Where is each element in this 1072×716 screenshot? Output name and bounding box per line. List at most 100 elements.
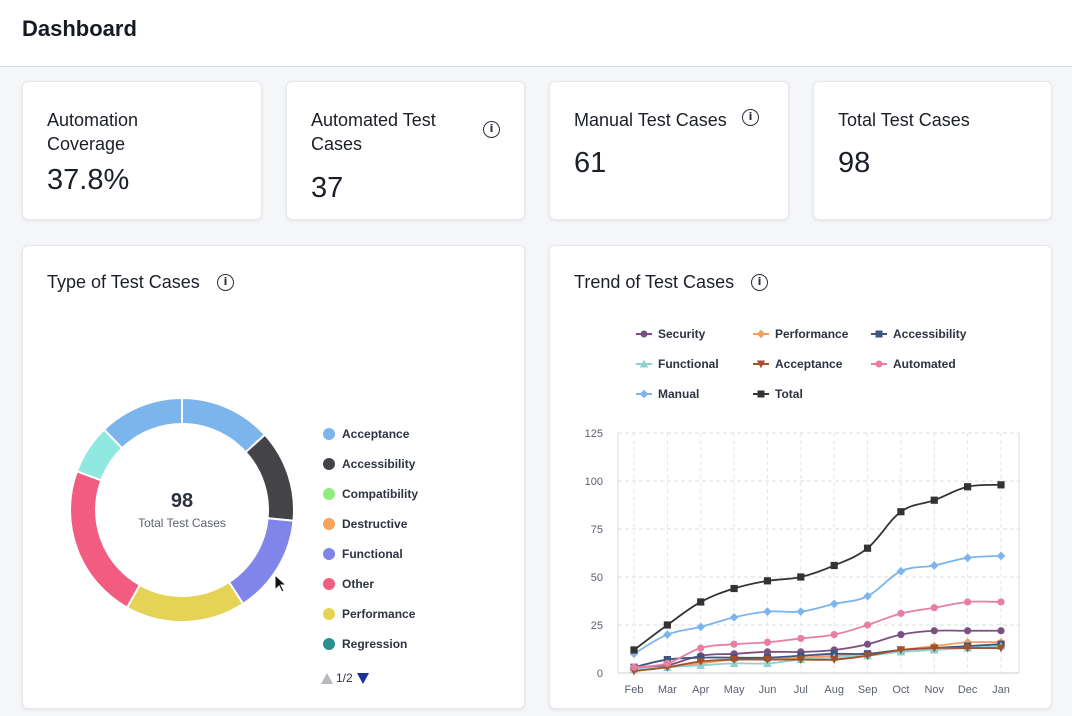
legend-label: Acceptance bbox=[775, 357, 843, 371]
data-point[interactable] bbox=[796, 607, 806, 616]
data-point[interactable] bbox=[963, 553, 972, 563]
legend-item-total[interactable]: Total bbox=[753, 387, 803, 401]
data-point[interactable] bbox=[863, 652, 872, 661]
data-point[interactable] bbox=[996, 551, 1006, 561]
data-point[interactable] bbox=[829, 599, 839, 609]
data-point[interactable] bbox=[663, 659, 671, 667]
legend-marker-icon bbox=[871, 360, 887, 368]
data-point[interactable] bbox=[730, 640, 738, 648]
series-acceptance[interactable] bbox=[629, 644, 1006, 676]
data-point[interactable] bbox=[763, 638, 772, 646]
legend-item-accessibility[interactable]: Accessibility bbox=[323, 456, 415, 472]
legend-item-automated[interactable]: Automated bbox=[871, 357, 956, 371]
series-total[interactable] bbox=[630, 481, 1005, 654]
data-point[interactable] bbox=[696, 657, 706, 666]
data-point[interactable] bbox=[963, 644, 972, 653]
legend-item-acceptance[interactable]: Acceptance bbox=[753, 357, 842, 371]
data-point[interactable] bbox=[930, 627, 938, 635]
info-icon[interactable]: i bbox=[751, 274, 768, 291]
data-point[interactable] bbox=[796, 655, 806, 664]
data-point[interactable] bbox=[663, 621, 671, 629]
data-point[interactable] bbox=[897, 508, 905, 516]
data-point[interactable] bbox=[896, 646, 906, 655]
manual-test-cases-card: Manual Test Cases i 61 bbox=[549, 81, 789, 220]
automation-coverage-card: Automation Coverage 37.8% bbox=[22, 81, 262, 220]
data-point[interactable] bbox=[897, 609, 905, 618]
data-point[interactable] bbox=[996, 644, 1006, 653]
x-tick-label: Mar bbox=[658, 684, 677, 696]
pager-up-icon[interactable] bbox=[321, 672, 333, 684]
legend-item-performance[interactable]: Performance bbox=[753, 327, 848, 341]
series-performance[interactable] bbox=[629, 637, 1006, 674]
data-point[interactable] bbox=[829, 655, 839, 664]
data-point[interactable] bbox=[696, 622, 706, 632]
y-tick-label: 75 bbox=[591, 524, 603, 536]
info-icon[interactable]: i bbox=[483, 121, 500, 138]
legend-label: Total bbox=[775, 387, 803, 401]
pager-label: 1/2 bbox=[336, 671, 353, 685]
data-point[interactable] bbox=[629, 649, 639, 659]
data-point[interactable] bbox=[697, 654, 705, 662]
legend-item-functional[interactable]: Functional bbox=[636, 357, 719, 371]
data-point[interactable] bbox=[763, 648, 772, 656]
data-point[interactable] bbox=[630, 646, 638, 654]
y-tick-label: 125 bbox=[585, 428, 603, 440]
info-icon[interactable]: i bbox=[217, 274, 234, 291]
data-point[interactable] bbox=[997, 598, 1005, 606]
info-icon[interactable]: i bbox=[742, 109, 759, 126]
data-point[interactable] bbox=[830, 561, 838, 570]
series-automated[interactable] bbox=[630, 598, 1005, 671]
data-point[interactable] bbox=[964, 627, 972, 635]
data-point[interactable] bbox=[863, 591, 872, 601]
legend-label: Accessibility bbox=[893, 327, 967, 341]
x-tick-label: Feb bbox=[625, 684, 644, 696]
data-point[interactable] bbox=[896, 566, 906, 576]
data-point[interactable] bbox=[797, 634, 805, 643]
data-point[interactable] bbox=[630, 663, 638, 671]
legend-dot-icon bbox=[323, 428, 335, 440]
legend-dot-icon bbox=[323, 608, 335, 620]
data-point[interactable] bbox=[730, 584, 738, 593]
data-point[interactable] bbox=[663, 655, 671, 664]
data-point[interactable] bbox=[830, 631, 838, 639]
data-point[interactable] bbox=[697, 598, 705, 606]
data-point[interactable] bbox=[929, 561, 939, 570]
data-point[interactable] bbox=[729, 655, 739, 664]
data-point[interactable] bbox=[797, 573, 805, 581]
data-point[interactable] bbox=[997, 627, 1005, 635]
legend-item-destructive[interactable]: Destructive bbox=[323, 516, 407, 532]
legend-label: Functional bbox=[658, 357, 719, 371]
pager-down-icon[interactable] bbox=[356, 672, 369, 684]
legend-item-performance[interactable]: Performance bbox=[323, 606, 415, 622]
data-point[interactable] bbox=[729, 613, 739, 622]
data-point[interactable] bbox=[763, 577, 772, 585]
data-point[interactable] bbox=[930, 604, 938, 612]
donut-slice-acceptance[interactable] bbox=[181, 396, 267, 454]
data-point[interactable] bbox=[897, 631, 905, 639]
data-point[interactable] bbox=[929, 644, 939, 653]
legend-item-accessibility[interactable]: Accessibility bbox=[871, 327, 966, 341]
legend-item-manual[interactable]: Manual bbox=[636, 387, 699, 401]
legend-pager: 1/2 bbox=[321, 671, 369, 685]
data-point[interactable] bbox=[663, 630, 672, 639]
legend-item-functional[interactable]: Functional bbox=[323, 546, 403, 562]
donut-slice-series-10[interactable] bbox=[102, 396, 183, 450]
legend-item-compatibility[interactable]: Compatibility bbox=[323, 486, 418, 502]
type-of-test-cases-panel: Type of Test Cases i 98 Total Test Cases… bbox=[22, 245, 525, 709]
legend-item-regression[interactable]: Regression bbox=[323, 636, 407, 652]
data-point[interactable] bbox=[863, 640, 872, 648]
legend-item-security[interactable]: Security bbox=[636, 327, 705, 341]
donut-slice-performance[interactable] bbox=[125, 580, 245, 623]
data-point[interactable] bbox=[763, 655, 772, 664]
legend-item-acceptance[interactable]: Acceptance bbox=[323, 426, 409, 442]
legend-item-other[interactable]: Other bbox=[323, 576, 374, 592]
data-point[interactable] bbox=[697, 644, 705, 652]
data-point[interactable] bbox=[863, 544, 872, 552]
data-point[interactable] bbox=[930, 496, 938, 504]
data-point[interactable] bbox=[863, 621, 872, 629]
legend-label: Accessibility bbox=[342, 457, 416, 471]
data-point[interactable] bbox=[964, 483, 972, 491]
data-point[interactable] bbox=[964, 598, 972, 606]
data-point[interactable] bbox=[997, 481, 1005, 489]
data-point[interactable] bbox=[763, 607, 772, 616]
